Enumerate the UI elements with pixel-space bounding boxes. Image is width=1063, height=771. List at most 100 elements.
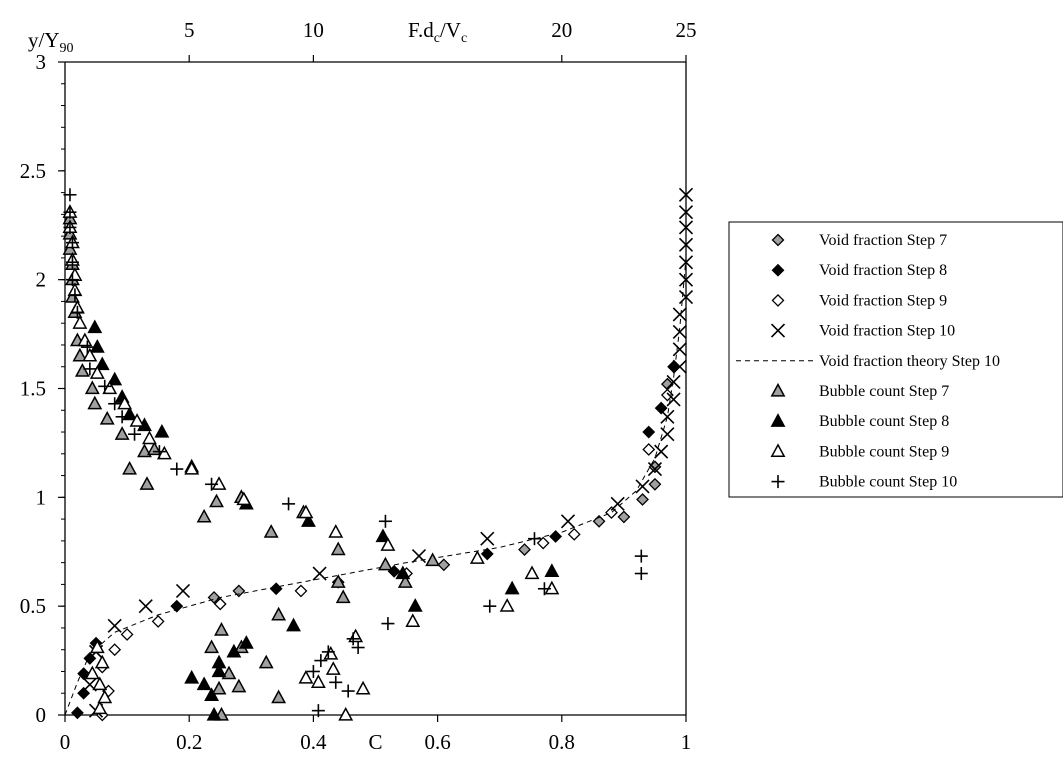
x-stroke	[672, 307, 687, 322]
data-point	[89, 639, 105, 654]
data-point	[617, 510, 631, 524]
data-point	[642, 443, 656, 456]
legend-swatch	[770, 443, 786, 458]
data-point	[524, 565, 540, 580]
data-point	[63, 220, 77, 234]
x-stroke	[480, 531, 495, 546]
data-point	[378, 556, 393, 571]
data-point	[678, 272, 694, 287]
series-void-fraction-step-10	[82, 187, 694, 718]
legend-entry: Void fraction Step 10	[770, 323, 955, 340]
x-tick-label: 0.6	[424, 730, 450, 754]
x-stroke	[678, 220, 694, 235]
legend-label: Bubble count Step 8	[819, 413, 949, 430]
data-point	[238, 635, 254, 649]
data-point	[351, 641, 365, 655]
data-point	[99, 410, 115, 425]
legend-entry: Bubble count Step 10	[771, 474, 957, 491]
data-point	[108, 643, 122, 657]
data-point	[636, 493, 649, 506]
data-point	[65, 273, 79, 287]
legend-swatch	[771, 475, 785, 489]
legend-label: Bubble count Step 7	[819, 383, 949, 400]
data-point	[341, 684, 355, 698]
data-point	[678, 187, 694, 202]
x-tick-label: 0	[60, 730, 71, 754]
data-point	[87, 319, 103, 334]
data-point	[672, 324, 687, 339]
data-point	[72, 315, 88, 329]
legend-swatch	[770, 382, 786, 397]
data-point	[84, 380, 100, 395]
x-stroke	[666, 374, 681, 390]
legend-label: Void fraction Step 8	[819, 262, 947, 279]
x-stroke	[678, 237, 694, 252]
data-point	[97, 689, 113, 704]
legend-entry: Void fraction Step 9	[771, 292, 947, 309]
data-point	[65, 255, 79, 269]
data-point	[504, 580, 520, 595]
data-point	[405, 613, 421, 628]
data-point	[499, 598, 515, 612]
x-axis-label: C	[368, 730, 382, 754]
legend-entry: Void fraction Step 7	[771, 232, 947, 249]
data-point	[120, 628, 134, 641]
data-point	[211, 680, 227, 695]
data-point	[67, 267, 83, 281]
data-point	[151, 614, 165, 628]
data-point	[175, 583, 191, 598]
x-stroke	[647, 461, 663, 477]
data-point	[298, 669, 314, 684]
y-tick-label: 0	[36, 703, 47, 727]
series-void-fraction-step-8	[71, 360, 680, 720]
data-point	[170, 462, 184, 476]
data-point	[437, 558, 451, 572]
data-point	[634, 567, 648, 581]
x-stroke	[672, 359, 687, 374]
data-point	[271, 606, 287, 621]
data-point	[323, 645, 339, 660]
data-point	[63, 205, 77, 219]
legend-label: Void fraction Step 7	[819, 232, 947, 249]
data-point	[648, 477, 662, 491]
legend-swatch	[771, 293, 785, 307]
legend-label: Void fraction Step 9	[819, 292, 947, 309]
y-axis-label: y/Y90	[28, 28, 74, 56]
x-tick-label: 0.2	[176, 730, 202, 754]
data-point	[184, 460, 200, 475]
y-tick-label: 1	[36, 485, 47, 509]
data-point	[294, 584, 308, 598]
data-point	[211, 663, 227, 678]
x-stroke	[138, 599, 153, 614]
data-point	[306, 664, 320, 678]
series-void-fraction-step-7	[207, 377, 674, 604]
data-point	[666, 374, 681, 390]
data-point	[480, 531, 495, 546]
data-point	[654, 401, 668, 415]
data-point	[129, 413, 145, 427]
axes: 0 0.5 1 1.5 2 2.5 3 0 0.2 0.4 0.6 0.8 1 C 5 10 20 25 F.dc/…	[20, 18, 697, 754]
data-point	[263, 524, 279, 538]
data-marks	[62, 187, 694, 722]
legend: Void fraction Step 7 Void fraction Step 8…	[728, 221, 1063, 498]
data-point	[328, 524, 344, 538]
data-point	[338, 706, 354, 721]
data-point	[300, 513, 316, 527]
data-point	[411, 549, 427, 564]
data-point	[92, 676, 108, 691]
x-stroke	[660, 427, 675, 442]
data-point	[355, 680, 371, 695]
legend-swatch	[770, 413, 786, 427]
data-point	[678, 237, 694, 252]
data-point	[137, 443, 152, 458]
data-point	[672, 307, 687, 322]
x-stroke	[678, 187, 694, 202]
x2-tick-label: 25	[676, 18, 697, 42]
x2-axis-label: F.dc/Vc	[408, 18, 467, 46]
x-stroke	[672, 324, 687, 339]
data-point	[567, 527, 581, 541]
data-point	[77, 686, 91, 700]
x2-tick-label: 10	[303, 18, 324, 42]
data-point	[154, 423, 170, 438]
